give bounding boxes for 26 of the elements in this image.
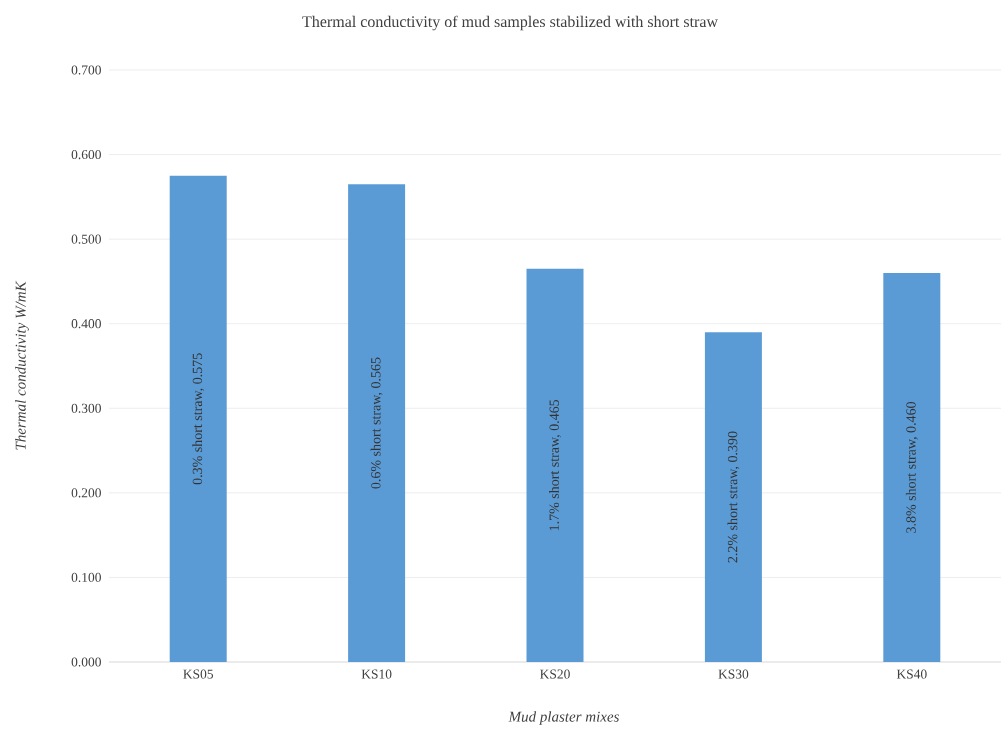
y-tick-label: 0.200 — [71, 488, 101, 498]
bar — [348, 184, 406, 662]
x-tick-label: KS30 — [718, 669, 749, 679]
y-tick-label: 0.000 — [71, 657, 101, 667]
x-axis-title: Mud plaster mixes — [508, 711, 619, 725]
y-tick-label: 0.500 — [71, 234, 101, 244]
data-label: 0.6% short straw, 0.565 — [370, 357, 383, 489]
bar — [704, 332, 762, 662]
y-axis-title: Thermal conductivity W/mK — [15, 280, 29, 450]
x-tick-label: KS05 — [183, 669, 214, 679]
data-label: 0.3% short straw, 0.575 — [192, 353, 205, 485]
bar — [883, 272, 941, 662]
data-label: 3.8% short straw, 0.460 — [905, 401, 918, 533]
bar — [526, 268, 584, 662]
y-tick-label: 0.400 — [71, 319, 101, 329]
data-label: 2.2% short straw, 0.390 — [727, 431, 740, 563]
x-tick-label: KS40 — [896, 669, 927, 679]
chart-title: Thermal conductivity of mud samples stabilized with short straw — [302, 15, 718, 31]
y-tick-label: 0.700 — [71, 65, 101, 75]
y-tick-label: 0.100 — [71, 572, 101, 583]
y-tick-label: 0.300 — [71, 403, 101, 413]
y-tick-label: 0.600 — [71, 149, 101, 160]
bar — [169, 175, 227, 662]
x-tick-label: KS20 — [540, 669, 570, 679]
x-tick-label: KS10 — [361, 669, 392, 679]
data-label: 1.7% short straw, 0.465 — [549, 399, 561, 531]
